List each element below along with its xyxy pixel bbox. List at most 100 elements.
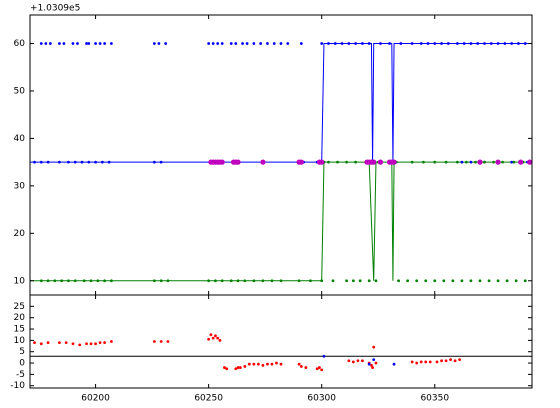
- data-point: [374, 361, 378, 365]
- data-point: [211, 336, 215, 340]
- data-point: [322, 354, 326, 358]
- data-point: [435, 360, 439, 364]
- data-point: [446, 42, 450, 45]
- x-tick-label: 60200: [81, 394, 110, 404]
- data-point: [220, 279, 224, 283]
- data-point: [440, 359, 443, 363]
- data-point: [458, 358, 462, 362]
- data-point: [209, 333, 213, 337]
- data-point: [48, 42, 52, 45]
- data-point: [361, 42, 364, 45]
- data-point: [152, 42, 156, 45]
- y-tick-label: 15: [14, 325, 25, 335]
- data-point: [261, 279, 265, 283]
- data-point: [336, 160, 339, 164]
- data-point: [433, 279, 437, 283]
- data-point: [44, 42, 48, 45]
- data-point: [256, 362, 260, 366]
- data-point: [96, 279, 100, 283]
- data-point: [252, 362, 256, 366]
- data-point: [270, 279, 274, 283]
- data-point: [477, 159, 483, 165]
- data-point: [514, 279, 518, 283]
- data-point: [327, 42, 330, 45]
- y-tick-label: 0: [19, 359, 25, 369]
- data-point: [260, 159, 266, 165]
- data-point: [460, 279, 464, 283]
- data-point: [220, 42, 224, 45]
- data-point: [107, 160, 111, 164]
- data-point: [483, 42, 486, 45]
- data-point: [100, 160, 104, 164]
- data-point: [410, 42, 414, 45]
- data-point: [218, 338, 222, 342]
- data-point: [78, 343, 82, 347]
- data-point: [510, 42, 514, 45]
- data-point: [370, 363, 373, 367]
- data-point: [152, 279, 156, 283]
- y-tick-label: -10: [10, 381, 25, 391]
- data-point: [298, 159, 304, 165]
- data-point: [46, 279, 50, 283]
- data-point: [320, 279, 324, 283]
- data-point: [415, 279, 419, 283]
- data-point: [465, 160, 468, 164]
- data-point: [428, 360, 432, 364]
- data-point: [33, 341, 36, 345]
- data-point: [159, 340, 163, 343]
- data-point: [523, 279, 527, 283]
- data-point: [85, 342, 88, 346]
- data-point: [60, 279, 64, 283]
- data-point: [460, 160, 464, 164]
- data-point: [73, 279, 77, 283]
- data-point: [234, 367, 238, 371]
- data-point: [110, 279, 113, 283]
- data-point: [103, 279, 107, 283]
- data-point: [247, 362, 251, 366]
- data-point: [374, 279, 378, 283]
- data-point: [275, 361, 278, 365]
- data-point: [89, 342, 93, 346]
- data-point: [415, 361, 419, 365]
- x-tick-label: 60250: [194, 394, 223, 404]
- data-point: [243, 279, 247, 283]
- data-point: [489, 42, 493, 45]
- data-point: [279, 42, 283, 45]
- data-point: [320, 42, 324, 45]
- y-tick-label: 20: [14, 229, 26, 239]
- data-point: [266, 42, 269, 45]
- data-point: [496, 42, 500, 45]
- data-point: [462, 42, 466, 45]
- data-point: [361, 359, 364, 363]
- data-point: [166, 279, 170, 283]
- data-point: [57, 160, 61, 164]
- data-point: [510, 160, 514, 164]
- data-point: [487, 279, 491, 283]
- data-point: [299, 42, 303, 45]
- data-point: [501, 160, 505, 164]
- data-point: [46, 160, 50, 164]
- data-point: [238, 366, 242, 369]
- data-point: [358, 279, 362, 283]
- data-point: [444, 160, 448, 164]
- data-point: [159, 160, 163, 164]
- data-point: [252, 279, 256, 283]
- data-point: [207, 279, 211, 283]
- data-point: [71, 42, 75, 45]
- data-point: [259, 42, 263, 45]
- data-point: [98, 42, 102, 45]
- data-point: [422, 160, 425, 164]
- data-point: [219, 159, 225, 165]
- data-point: [419, 42, 423, 45]
- data-point: [356, 359, 360, 363]
- data-point: [503, 42, 507, 45]
- data-point: [377, 159, 384, 165]
- data-point: [474, 160, 477, 164]
- data-point: [319, 159, 325, 165]
- data-point: [103, 42, 107, 45]
- data-point: [85, 42, 88, 45]
- data-point: [71, 342, 75, 346]
- data-point: [266, 362, 269, 366]
- data-point: [67, 160, 70, 164]
